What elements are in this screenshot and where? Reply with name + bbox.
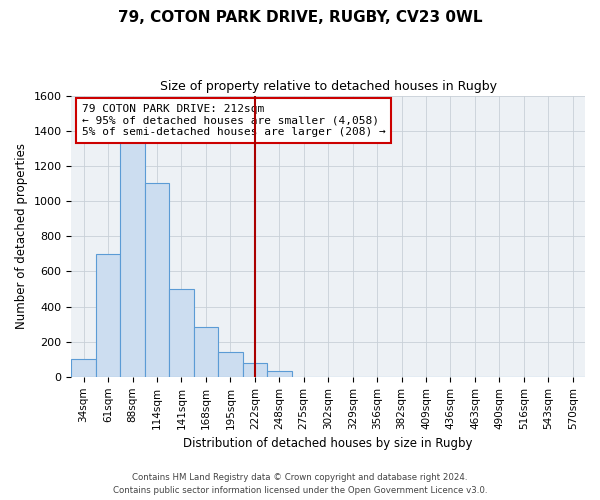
Text: Contains HM Land Registry data © Crown copyright and database right 2024.
Contai: Contains HM Land Registry data © Crown c… — [113, 474, 487, 495]
Bar — [145, 184, 169, 377]
Y-axis label: Number of detached properties: Number of detached properties — [15, 143, 28, 329]
Bar — [267, 370, 292, 377]
Title: Size of property relative to detached houses in Rugby: Size of property relative to detached ho… — [160, 80, 497, 93]
Bar — [96, 254, 121, 377]
Text: 79, COTON PARK DRIVE, RUGBY, CV23 0WL: 79, COTON PARK DRIVE, RUGBY, CV23 0WL — [118, 10, 482, 25]
Bar — [71, 359, 96, 377]
Bar — [242, 363, 267, 377]
Text: 79 COTON PARK DRIVE: 212sqm
← 95% of detached houses are smaller (4,058)
5% of s: 79 COTON PARK DRIVE: 212sqm ← 95% of det… — [82, 104, 385, 137]
X-axis label: Distribution of detached houses by size in Rugby: Distribution of detached houses by size … — [184, 437, 473, 450]
Bar — [218, 352, 242, 377]
Bar — [194, 326, 218, 377]
Bar — [169, 289, 194, 377]
Bar — [121, 142, 145, 377]
